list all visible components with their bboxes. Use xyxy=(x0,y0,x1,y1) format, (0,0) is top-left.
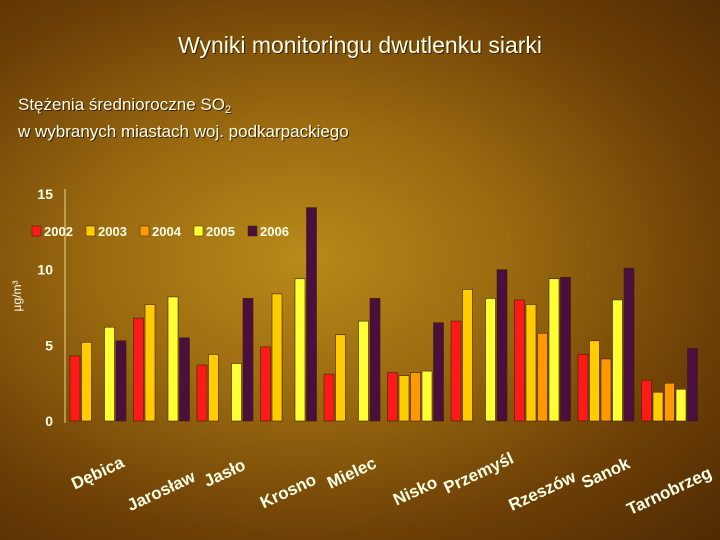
legend-label-2005: 2005 xyxy=(206,224,235,239)
bar-2005-9 xyxy=(612,299,623,422)
bar-2005-2 xyxy=(167,296,179,422)
bar-2006-4 xyxy=(306,207,317,422)
bar-2002-2 xyxy=(133,317,144,422)
bar-2005-10 xyxy=(675,388,687,422)
bar-2003-2 xyxy=(144,304,156,422)
chart-subtitle: Stężenia średnioroczne SO2 w wybranych m… xyxy=(18,94,349,142)
legend-swatch-2002 xyxy=(31,225,42,237)
x-tick-label: Nisko xyxy=(390,473,440,510)
bar-2006-1 xyxy=(115,340,127,422)
bar-2003-3 xyxy=(208,354,219,422)
bar-2006-9 xyxy=(623,267,635,422)
bar-2002-9 xyxy=(577,354,589,422)
y-axis-label: µg/m³ xyxy=(10,281,24,312)
bar-2005-5 xyxy=(358,320,369,422)
bar-2005-3 xyxy=(231,363,242,422)
bar-2003-8 xyxy=(525,304,537,422)
legend-swatch-2006 xyxy=(247,225,258,237)
bar-2003-9 xyxy=(589,340,600,422)
y-tick-label: 5 xyxy=(45,337,53,353)
legend-label-2003: 2003 xyxy=(98,224,127,239)
bar-2004-9 xyxy=(600,358,612,422)
bar-2004-8 xyxy=(537,332,548,422)
y-tick-label: 0 xyxy=(45,413,53,429)
bar-2006-10 xyxy=(687,348,698,422)
bar-2004-10 xyxy=(664,382,675,422)
bar-2002-4 xyxy=(260,346,271,422)
x-tick-label: Tarnobrzeg xyxy=(624,463,715,519)
subtitle-line1: Stężenia średnioroczne SO2 xyxy=(18,95,232,116)
bar-2006-3 xyxy=(242,298,254,422)
bar-2003-6 xyxy=(398,375,410,422)
bar-2006-6 xyxy=(433,322,444,422)
bar-2006-7 xyxy=(496,269,508,422)
legend-swatch-2003 xyxy=(85,225,96,237)
bar-2003-5 xyxy=(335,334,346,422)
bar-2002-8 xyxy=(514,299,525,422)
bar-2006-2 xyxy=(179,337,190,422)
bar-2002-10 xyxy=(641,379,652,422)
bar-2005-1 xyxy=(104,326,115,422)
bar-2002-5 xyxy=(323,373,335,422)
x-tick-label: Przemyśl xyxy=(441,449,517,498)
x-tick-label: Rzeszów xyxy=(506,467,580,515)
bar-2003-4 xyxy=(271,293,283,422)
bar-2002-3 xyxy=(196,364,208,422)
legend-label-2004: 2004 xyxy=(152,224,182,239)
x-tick-label: Mielec xyxy=(324,453,379,492)
legend-label-2002: 2002 xyxy=(44,224,73,239)
y-tick-label: 15 xyxy=(37,186,53,202)
bar-2006-5 xyxy=(369,298,381,422)
bar-2005-6 xyxy=(421,370,433,422)
bar-2002-7 xyxy=(450,320,462,422)
bar-2003-1 xyxy=(81,342,92,422)
y-tick-label: 10 xyxy=(37,262,53,278)
legend-swatch-2004 xyxy=(139,225,150,237)
page-title: Wyniki monitoringu dwutlenku siarki xyxy=(177,32,543,58)
bar-2006-8 xyxy=(560,276,571,422)
bar-2004-6 xyxy=(410,372,421,422)
bar-2005-8 xyxy=(548,278,560,422)
x-tick-label: Dębica xyxy=(68,452,127,493)
x-tick-label: Jasło xyxy=(201,455,248,491)
x-tick-label: Jarosław xyxy=(124,467,199,515)
bar-2002-1 xyxy=(69,355,81,422)
bar-2003-10 xyxy=(652,391,664,422)
bar-2003-7 xyxy=(462,289,473,422)
subtitle-line2: w wybranych miastach woj. podkarpackiego xyxy=(18,122,349,141)
legend-label-2006: 2006 xyxy=(260,224,289,239)
x-tick-label: Krosno xyxy=(257,470,319,512)
legend-swatch-2005 xyxy=(193,225,204,237)
bar-2005-7 xyxy=(485,298,496,422)
bar-2005-4 xyxy=(294,278,306,422)
x-tick-label: Sanok xyxy=(579,453,634,492)
bar-2002-6 xyxy=(387,372,398,422)
